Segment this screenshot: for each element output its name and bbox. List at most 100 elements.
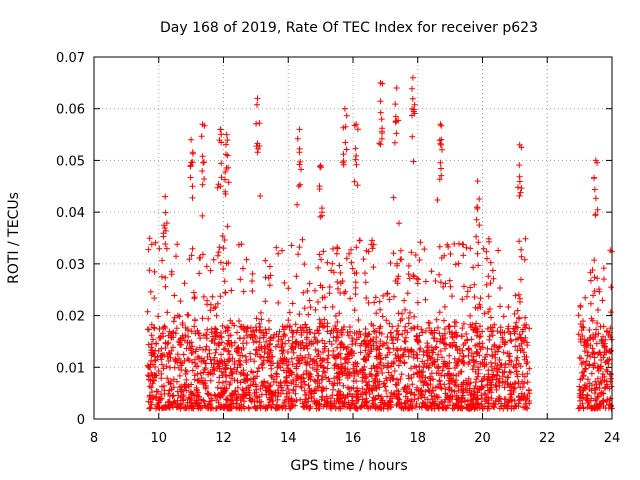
data-point xyxy=(600,333,606,340)
data-point xyxy=(445,385,452,392)
data-point xyxy=(240,387,247,394)
data-point xyxy=(290,349,297,356)
data-point xyxy=(250,381,256,388)
data-point xyxy=(296,149,303,156)
data-point xyxy=(405,315,412,321)
data-point xyxy=(315,405,322,411)
data-point xyxy=(459,325,466,332)
data-point xyxy=(225,405,232,412)
data-point xyxy=(290,377,297,383)
data-point xyxy=(268,392,275,398)
data-point xyxy=(168,347,175,354)
data-point xyxy=(176,313,183,320)
data-point xyxy=(410,272,417,279)
data-point xyxy=(182,384,189,391)
data-point xyxy=(344,329,351,336)
data-point xyxy=(164,309,171,316)
data-point xyxy=(474,178,481,185)
data-point xyxy=(439,354,445,361)
data-point xyxy=(272,393,279,399)
data-point xyxy=(174,378,180,385)
data-point xyxy=(387,374,394,381)
data-point xyxy=(513,403,520,410)
data-point xyxy=(221,278,228,285)
data-point xyxy=(244,324,251,331)
data-point xyxy=(400,351,407,358)
data-point xyxy=(386,320,393,327)
data-point xyxy=(269,398,276,404)
data-point xyxy=(454,396,461,403)
data-point xyxy=(317,162,324,169)
data-point xyxy=(349,335,356,342)
data-point xyxy=(389,323,396,330)
data-point xyxy=(162,283,169,290)
data-point xyxy=(591,274,598,281)
data-point xyxy=(370,322,377,329)
data-point xyxy=(352,284,359,291)
data-point xyxy=(196,270,203,277)
data-point xyxy=(515,291,522,298)
data-point xyxy=(223,131,230,138)
data-point xyxy=(328,327,335,334)
data-point xyxy=(274,396,281,403)
data-point xyxy=(461,283,467,290)
data-point xyxy=(203,343,210,350)
data-point xyxy=(217,293,224,300)
data-point xyxy=(189,245,196,252)
data-point xyxy=(213,312,220,319)
data-point xyxy=(521,356,528,363)
data-point xyxy=(146,235,153,242)
data-point xyxy=(577,302,584,309)
data-point xyxy=(285,337,292,344)
data-point xyxy=(147,288,154,295)
data-point xyxy=(149,389,155,395)
data-point xyxy=(411,110,418,117)
data-point xyxy=(582,366,589,373)
data-point xyxy=(343,146,350,153)
data-point xyxy=(488,328,495,335)
data-point xyxy=(437,338,443,345)
data-point xyxy=(408,365,414,372)
data-point xyxy=(598,391,604,398)
data-point xyxy=(289,361,296,368)
data-point xyxy=(417,345,424,352)
data-point xyxy=(338,327,345,334)
data-point xyxy=(409,381,416,388)
data-point xyxy=(346,386,353,392)
data-point xyxy=(435,351,441,358)
data-point xyxy=(411,392,418,399)
data-point xyxy=(201,398,208,405)
data-point xyxy=(208,360,215,367)
data-point xyxy=(264,380,271,387)
data-point xyxy=(384,334,391,340)
data-point xyxy=(240,288,247,295)
data-point xyxy=(162,339,169,346)
data-point xyxy=(180,351,187,358)
data-point xyxy=(471,294,478,300)
data-point xyxy=(303,334,310,341)
data-point xyxy=(376,329,383,336)
data-point xyxy=(603,366,610,373)
data-point xyxy=(323,393,330,400)
data-point xyxy=(594,206,601,213)
data-point xyxy=(390,340,397,347)
data-point xyxy=(362,347,369,354)
data-point xyxy=(485,235,492,242)
data-point xyxy=(205,400,212,407)
data-point xyxy=(218,160,225,167)
data-point xyxy=(581,368,587,375)
data-point xyxy=(319,294,326,301)
data-point xyxy=(437,121,444,128)
data-point xyxy=(211,328,218,335)
data-point xyxy=(203,331,210,338)
data-point xyxy=(497,343,503,350)
data-point xyxy=(198,358,205,365)
data-point xyxy=(293,273,300,280)
data-point xyxy=(309,365,316,371)
data-point xyxy=(465,405,472,412)
data-point xyxy=(174,351,181,358)
data-point xyxy=(438,172,445,179)
data-point xyxy=(519,384,526,391)
data-point xyxy=(215,342,222,349)
data-point xyxy=(402,306,408,313)
